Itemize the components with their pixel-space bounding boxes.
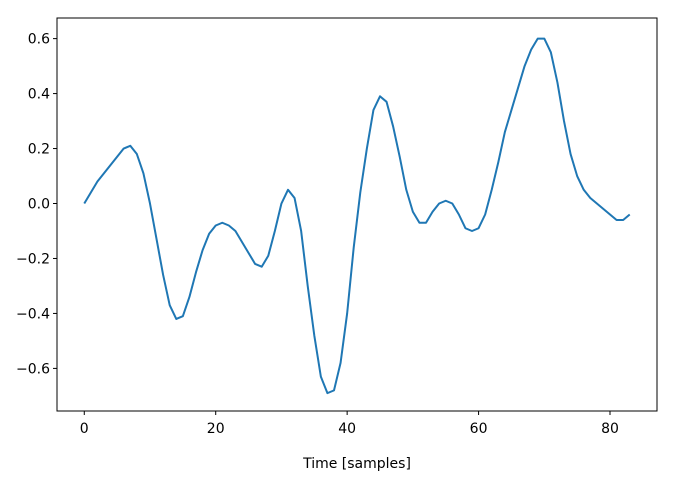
y-tick-label: 0.2	[28, 142, 50, 158]
x-tick-label: 60	[470, 421, 488, 437]
x-tick-label: 80	[601, 421, 619, 437]
y-tick-label: 0.0	[28, 197, 50, 213]
line	[83, 37, 631, 395]
y-tick-label: 0.4	[28, 87, 50, 103]
x-tick-label: 0	[80, 421, 89, 437]
plot-frame	[56, 17, 658, 412]
x-axis-label: Time [samples]	[302, 456, 411, 472]
x-tick-label: 40	[338, 421, 356, 437]
y-tick-label: −0.6	[16, 361, 50, 377]
y-tick-label: −0.2	[16, 251, 50, 267]
x-tick-label: 20	[207, 421, 225, 437]
y-tick-label: 0.6	[28, 32, 50, 48]
y-tick-label: −0.4	[16, 306, 50, 322]
